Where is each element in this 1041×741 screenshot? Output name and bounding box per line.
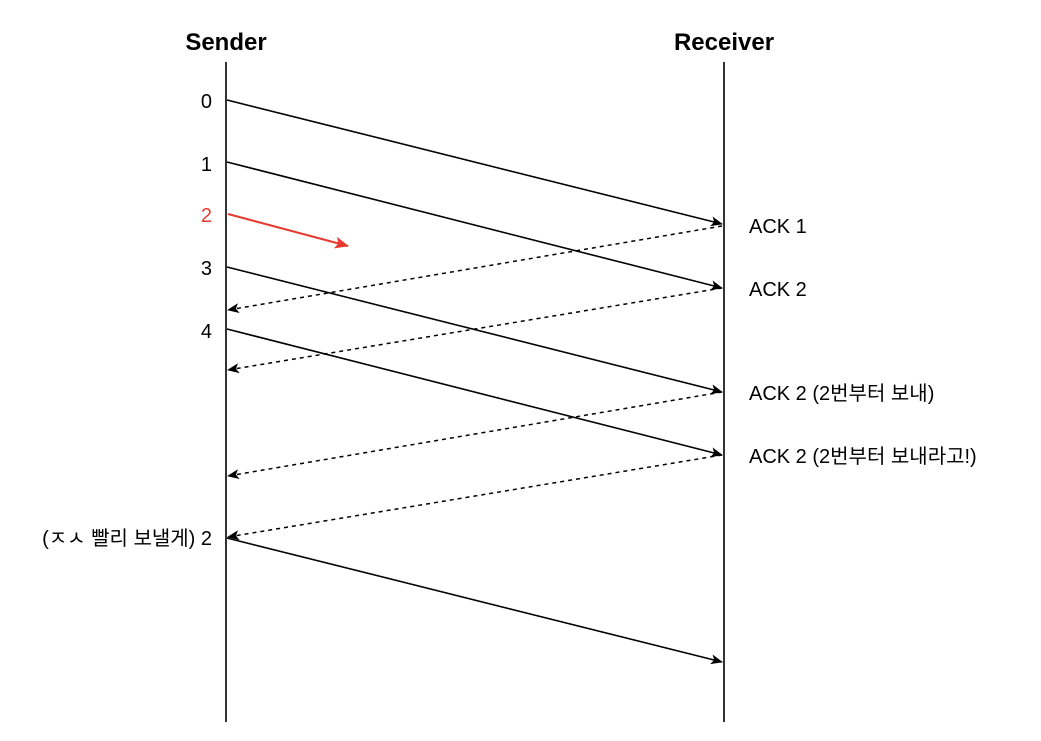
packet-label-3: 3 bbox=[201, 258, 212, 280]
packet-arrow-0 bbox=[226, 99, 723, 227]
retransmission-label: (ㅈㅅ 빨리 보낼게) 2 bbox=[42, 527, 212, 550]
ack-arrow-3 bbox=[227, 391, 723, 480]
ack-arrow-4 bbox=[227, 454, 723, 541]
ack-label-2: ACK 2 bbox=[749, 279, 807, 301]
sender-header: Sender bbox=[185, 29, 266, 56]
packet-label-1: 1 bbox=[201, 154, 212, 176]
ack-label-3: ACK 2 (2번부터 보내) bbox=[749, 382, 934, 405]
packet-arrow-1 bbox=[226, 161, 723, 291]
packet-arrow-2-lost bbox=[227, 213, 349, 249]
packet-label-2-lost: 2 bbox=[201, 205, 212, 227]
ack-arrow-1 bbox=[227, 225, 723, 314]
ack-arrow-2 bbox=[227, 287, 723, 374]
receiver-header: Receiver bbox=[674, 29, 774, 56]
ack-label-1: ACK 1 bbox=[749, 216, 807, 238]
packet-label-4: 4 bbox=[201, 321, 212, 343]
packet-arrow-4 bbox=[226, 328, 723, 458]
ack-label-4: ACK 2 (2번부터 보내라고!) bbox=[749, 445, 977, 468]
retransmission-arrow bbox=[226, 537, 723, 665]
packet-label-0: 0 bbox=[201, 91, 212, 113]
